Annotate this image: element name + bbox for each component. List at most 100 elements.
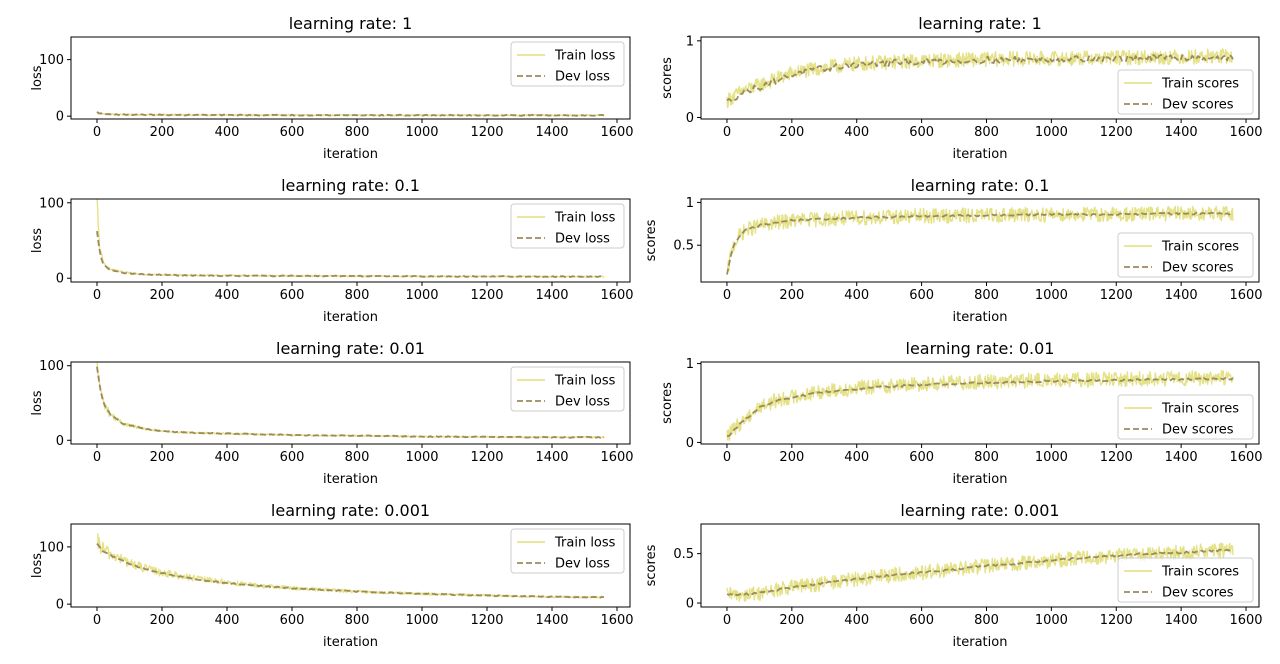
legend-label: Dev scores	[1162, 261, 1234, 276]
legend-box	[1117, 557, 1254, 603]
axes-frame	[70, 361, 631, 445]
x-tick-label: 200	[150, 288, 175, 303]
x-tick-label: 600	[909, 288, 934, 303]
y-tick-label: 100	[39, 53, 64, 68]
x-tick-label: 200	[150, 613, 175, 628]
series-line-dev-scores	[726, 53, 1234, 103]
y-axis-label: loss	[30, 228, 45, 253]
legend: Train loss Dev loss	[510, 366, 625, 412]
legend-label: Train loss	[554, 374, 616, 389]
legend: Train scores Dev scores	[1117, 232, 1254, 278]
y-tick-label: 1	[686, 34, 694, 49]
y-tick-label: 0.5	[673, 547, 694, 562]
x-tick-label: 1200	[470, 450, 503, 465]
x-tick-label: 1000	[405, 288, 438, 303]
subplot-8: 0 200 400 600 800 1000 1200 1400 1600 0 0.5 learnin…	[644, 501, 1263, 650]
x-tick-label: 1400	[1165, 125, 1198, 140]
y-axis-label: scores	[644, 544, 659, 586]
chart-title: learning rate: 1	[918, 14, 1042, 33]
y-tick-label: 100	[39, 359, 64, 374]
chart-title: learning rate: 0.001	[900, 501, 1059, 520]
x-tick-label: 1000	[1035, 450, 1068, 465]
x-tick-label: 200	[779, 288, 804, 303]
y-axis-label: loss	[30, 65, 45, 90]
legend-label: Dev scores	[1162, 423, 1234, 438]
x-tick-label: 200	[150, 125, 175, 140]
x-tick-label: 200	[779, 613, 804, 628]
y-tick-label: 100	[39, 540, 64, 555]
legend-label: Train loss	[554, 49, 616, 64]
x-tick-label: 0	[93, 450, 101, 465]
y-tick-label: 0	[686, 597, 694, 612]
legend-label: Train scores	[1161, 565, 1239, 580]
x-tick-label: 1400	[1165, 450, 1198, 465]
series-line-dev-scores	[726, 211, 1234, 275]
x-tick-label: 600	[909, 125, 934, 140]
x-tick-label: 400	[844, 125, 869, 140]
legend-label: Train scores	[1161, 77, 1239, 92]
legend-label: Dev loss	[555, 395, 610, 410]
x-tick-label: 1400	[535, 613, 568, 628]
x-tick-label: 0	[723, 288, 731, 303]
legend: Train scores Dev scores	[1117, 394, 1254, 440]
plot-area	[726, 542, 1234, 602]
axes-frame	[700, 36, 1260, 120]
x-tick-label: 800	[974, 288, 999, 303]
legend-box	[1117, 232, 1254, 278]
x-tick-label: 800	[345, 125, 370, 140]
plot-area	[726, 205, 1234, 275]
x-tick-label: 600	[909, 613, 934, 628]
x-tick-label: 600	[280, 125, 305, 140]
x-tick-label: 1200	[470, 288, 503, 303]
series-line-dev-loss	[96, 111, 605, 117]
x-tick-label: 1600	[1229, 125, 1262, 140]
x-tick-label: 0	[93, 613, 101, 628]
x-tick-label: 1600	[600, 613, 633, 628]
legend: Train loss Dev loss	[510, 528, 625, 574]
y-tick-label: 1	[686, 196, 694, 211]
x-tick-label: 1000	[1035, 125, 1068, 140]
plot-area	[726, 48, 1234, 109]
legend: Train scores Dev scores	[1117, 69, 1254, 115]
axes-frame	[700, 361, 1260, 445]
x-tick-label: 400	[844, 288, 869, 303]
legend: Train loss Dev loss	[510, 41, 625, 87]
series-line-train-scores	[726, 542, 1234, 602]
y-axis-label: loss	[30, 390, 45, 415]
subplot-5: 0 200 400 600 800 1000 1200 1400 1600 0 100 learnin…	[30, 339, 634, 487]
legend-label: Train loss	[554, 536, 616, 551]
x-tick-label: 1600	[600, 450, 633, 465]
chart-title: learning rate: 0.1	[281, 176, 420, 195]
series-line-train-scores	[726, 205, 1234, 272]
y-tick-label: 100	[39, 196, 64, 211]
x-tick-label: 1400	[1165, 288, 1198, 303]
legend-box	[1117, 69, 1254, 115]
y-tick-label: 1	[686, 357, 694, 372]
legend-label: Dev loss	[555, 70, 610, 85]
x-tick-label: 1200	[1100, 450, 1133, 465]
x-axis-label: iteration	[953, 147, 1008, 162]
y-tick-label: 0	[686, 436, 694, 451]
x-axis-label: iteration	[953, 635, 1008, 650]
legend-box	[1117, 394, 1254, 440]
series-line-dev-loss	[96, 230, 605, 279]
legend-label: Dev scores	[1162, 98, 1234, 113]
chart-title: learning rate: 0.001	[271, 501, 430, 520]
x-tick-label: 1600	[1229, 450, 1262, 465]
plot-area	[726, 369, 1234, 442]
legend-label: Dev loss	[555, 557, 610, 572]
x-axis-label: iteration	[323, 310, 378, 325]
series-line-dev-scores	[726, 377, 1234, 437]
x-axis-label: iteration	[953, 310, 1008, 325]
legend-label: Train scores	[1161, 240, 1239, 255]
y-tick-label: 0	[686, 111, 694, 126]
chart-title: learning rate: 0.01	[276, 339, 425, 358]
y-axis-label: scores	[660, 57, 675, 99]
x-tick-label: 400	[215, 450, 240, 465]
x-tick-label: 400	[844, 613, 869, 628]
x-tick-label: 400	[215, 613, 240, 628]
subplot-2: 0 200 400 600 800 1000 1200 1400 1600 0 1 learning …	[660, 14, 1263, 162]
x-tick-label: 400	[215, 125, 240, 140]
x-axis-label: iteration	[323, 635, 378, 650]
